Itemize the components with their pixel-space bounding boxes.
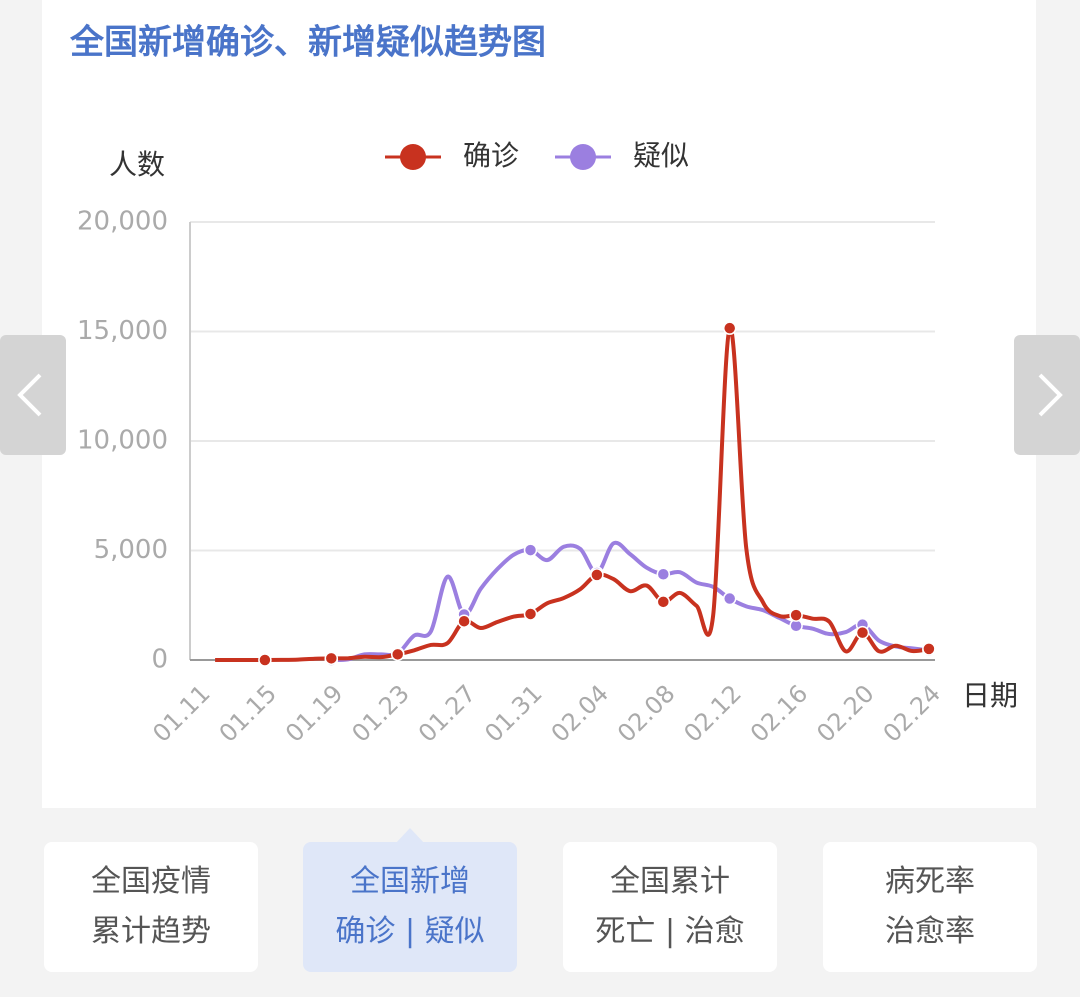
tab[interactable]: 全国累计死亡 | 治愈	[563, 842, 777, 972]
point-marker	[656, 567, 671, 581]
next-button[interactable]	[1014, 335, 1080, 455]
chart-title: 全国新增确诊、新增疑似趋势图	[69, 23, 546, 63]
series-line	[331, 540, 930, 663]
legend-marker	[400, 144, 426, 170]
point-marker	[855, 625, 870, 640]
x-axis-label: 日期	[962, 679, 1018, 712]
legend-label: 确诊	[463, 139, 519, 172]
prev-icon	[17, 373, 42, 417]
tab-label: 确诊 | 疑似	[335, 914, 485, 949]
point-marker	[722, 591, 737, 606]
tab[interactable]: 全国疫情 累计趋势	[44, 842, 258, 972]
point-marker	[390, 647, 405, 662]
tab-label: 病死率	[885, 864, 975, 899]
point-marker	[258, 653, 272, 667]
y-axis-label: 人数	[109, 148, 165, 181]
y-tick-label: 20,000	[77, 207, 168, 237]
point-marker	[590, 568, 604, 582]
x-tick-label: 01.11	[147, 679, 215, 747]
y-tick-label: 5,000	[94, 535, 168, 565]
x-tick-label: 01.27	[413, 679, 481, 747]
tab-label: 累计趋势	[91, 914, 211, 949]
x-tick-label: 02.16	[745, 679, 813, 747]
legend-label: 疑似	[633, 139, 689, 172]
point-marker	[324, 651, 339, 666]
x-tick-label: 01.19	[280, 679, 348, 747]
point-marker	[523, 607, 538, 621]
tab-pointer	[395, 828, 425, 844]
tab-label: 全国累计	[610, 864, 730, 899]
x-tick-label: 02.08	[612, 679, 680, 747]
chart-card	[42, 0, 1036, 808]
point-marker	[922, 642, 936, 656]
x-tick-label: 01.23	[347, 679, 415, 747]
y-tick-label: 15,000	[77, 316, 168, 346]
x-tick-label: 02.12	[679, 679, 747, 747]
tab[interactable]: 病死率 治愈率	[823, 842, 1037, 972]
tab-label: 全国疫情	[91, 864, 211, 899]
point-marker	[457, 614, 471, 628]
tab-label: 全国新增	[350, 864, 470, 899]
tab-label: 死亡 | 治愈	[595, 914, 745, 949]
tab[interactable]: 全国新增确诊 | 疑似	[303, 842, 517, 972]
y-tick-label: 0	[151, 645, 168, 675]
x-tick-label: 02.20	[811, 679, 879, 747]
x-tick-label: 01.15	[214, 679, 282, 747]
point-marker	[789, 608, 803, 622]
legend-marker	[570, 144, 596, 170]
tab-label: 治愈率	[885, 914, 975, 949]
next-icon	[1038, 373, 1063, 417]
x-tick-label: 02.04	[546, 679, 614, 747]
x-tick-label: 02.24	[878, 679, 946, 747]
x-tick-label: 01.31	[479, 679, 547, 747]
prev-button[interactable]	[0, 335, 66, 455]
series-line	[215, 326, 930, 663]
point-marker	[523, 543, 538, 557]
chart: 全国新增确诊、新增疑似趋势图 人数 日期 0 5,000 10,000 15,000 2…	[69, 23, 1018, 748]
y-tick-label: 10,000	[77, 426, 168, 456]
point-marker	[722, 321, 737, 335]
tab-pointer-shape	[395, 828, 425, 844]
point-marker	[656, 595, 671, 609]
